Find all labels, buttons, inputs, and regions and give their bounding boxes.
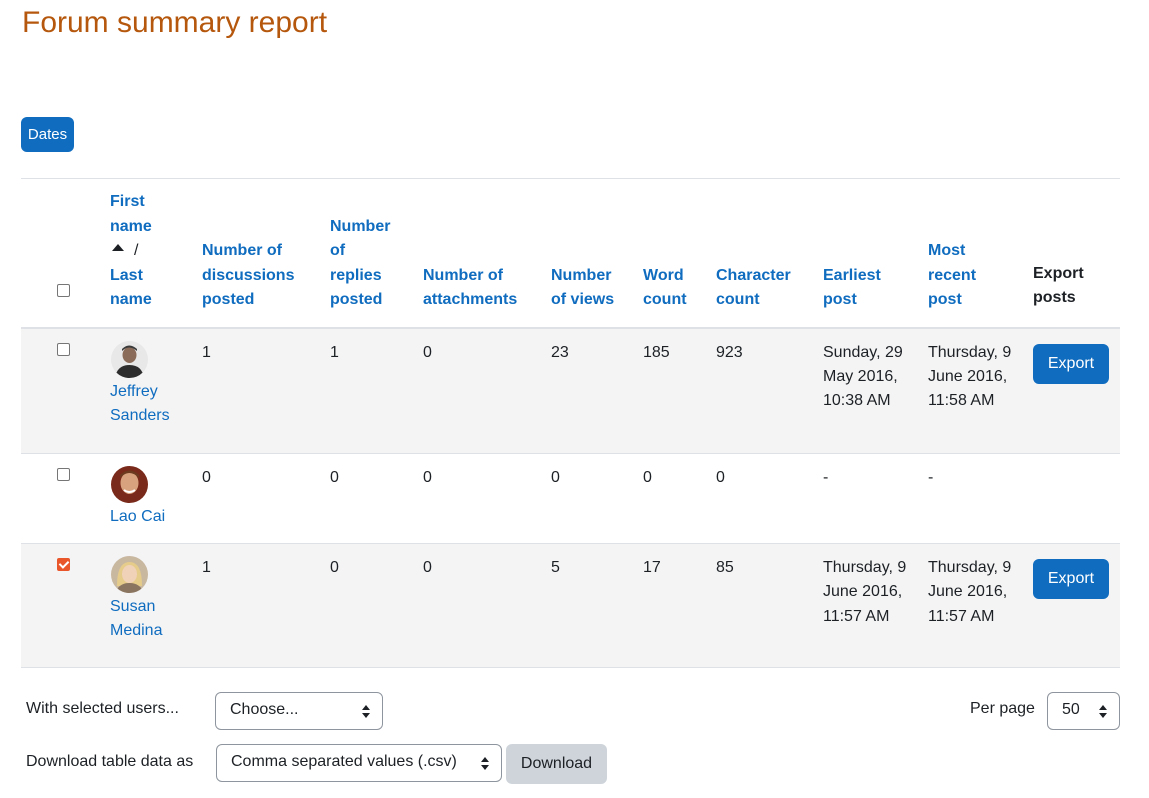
user-name-link[interactable]: Susan Medina: [110, 598, 163, 640]
sort-attachments-link[interactable]: Number of attachments: [423, 266, 518, 309]
discussions-cell: 1: [202, 559, 211, 576]
character-count-cell: 0: [716, 469, 725, 486]
sort-discussions-link[interactable]: Number of discussions posted: [202, 242, 295, 309]
sort-character-count-link[interactable]: Character count: [716, 266, 791, 309]
discussions-cell: 1: [202, 343, 211, 361]
sort-last-name-link[interactable]: Last name: [110, 266, 152, 309]
views-cell: 0: [551, 469, 560, 486]
per-page-select[interactable]: 50: [1047, 692, 1120, 730]
download-table-label: Download table data as: [26, 753, 194, 770]
man-avatar-icon: [111, 340, 148, 378]
most-recent-post-cell: Thursday, 9 June 2016, 11:58 AM: [928, 343, 1012, 410]
export-posts-button[interactable]: Export: [1033, 343, 1109, 384]
row-select-checkbox[interactable]: [57, 342, 70, 356]
sort-ascending-icon: [112, 244, 124, 252]
name-separator: /: [134, 242, 139, 260]
forum-summary-table: First name / Last name Number of discuss…: [21, 178, 1120, 668]
sort-word-count-link[interactable]: Word count: [643, 266, 687, 309]
select-all-cell: [21, 179, 106, 328]
select-caret-icon: [481, 757, 489, 770]
sort-replies-link[interactable]: Number of replies posted: [330, 217, 391, 309]
table-row: Jeffrey Sanders 1 1 0 23 185 923 Sunday,…: [21, 327, 1120, 454]
sort-earliest-post-link[interactable]: Earliest post: [823, 266, 881, 309]
character-count-cell: 923: [716, 343, 743, 361]
most-recent-post-cell: -: [928, 469, 934, 486]
per-page-value: 50: [1062, 701, 1080, 718]
select-caret-icon: [362, 705, 370, 718]
most-recent-post-cell: Thursday, 9 June 2016, 11:57 AM: [928, 559, 1012, 625]
user-name-link[interactable]: Jeffrey Sanders: [110, 382, 170, 424]
export-cell: [1029, 454, 1120, 544]
character-count-cell: 85: [716, 559, 734, 576]
replies-cell: 1: [330, 343, 339, 361]
user-name-link[interactable]: Lao Cai: [110, 508, 166, 525]
replies-cell: 0: [330, 559, 339, 576]
sort-first-name-link[interactable]: First name: [110, 193, 152, 235]
word-count-cell: 17: [643, 559, 661, 576]
woman-avatar-icon: [111, 556, 148, 593]
download-button[interactable]: Download: [506, 744, 607, 784]
with-selected-users-select[interactable]: Choose...: [215, 692, 383, 730]
export-posts-button[interactable]: Export: [1033, 559, 1109, 599]
table-row: Lao Cai 0 0 0 0 0 0 - -: [21, 454, 1120, 544]
word-count-cell: 0: [643, 469, 652, 486]
row-select-checkbox-checked[interactable]: [57, 558, 70, 571]
man-avatar-icon: [111, 466, 148, 503]
select-caret-icon: [1099, 705, 1107, 718]
table-row: Susan Medina 1 0 0 5 17 85 Thursday, 9 J…: [21, 543, 1120, 668]
sort-views-link[interactable]: Number of views: [551, 266, 615, 309]
sort-most-recent-post-link[interactable]: Most recent post: [928, 242, 977, 309]
row-select-checkbox[interactable]: [57, 468, 70, 481]
earliest-post-cell: Sunday, 29 May 2016, 10:38 AM: [823, 343, 903, 410]
views-cell: 5: [551, 559, 560, 576]
download-format-value: Comma separated values (.csv): [231, 753, 457, 770]
earliest-post-cell: -: [823, 469, 829, 486]
discussions-cell: 0: [202, 469, 211, 486]
earliest-post-cell: Thursday, 9 June 2016, 11:57 AM: [823, 559, 907, 625]
download-format-select[interactable]: Comma separated values (.csv): [216, 744, 502, 782]
word-count-cell: 185: [643, 343, 670, 361]
with-selected-users-label: With selected users...: [26, 700, 179, 717]
dates-filter-button[interactable]: Dates: [21, 117, 74, 152]
replies-cell: 0: [330, 469, 339, 486]
select-all-checkbox[interactable]: [57, 284, 70, 298]
header-name: First name / Last name: [106, 179, 198, 328]
per-page-label: Per page: [970, 700, 1035, 717]
attachments-cell: 0: [423, 559, 432, 576]
attachments-cell: 0: [423, 343, 432, 361]
page-title: Forum summary report: [22, 6, 328, 39]
with-selected-users-value: Choose...: [230, 701, 299, 718]
header-export-posts: Export posts: [1033, 264, 1084, 307]
attachments-cell: 0: [423, 469, 432, 486]
views-cell: 23: [551, 343, 569, 361]
table-header-row: First name / Last name Number of discuss…: [21, 178, 1120, 328]
